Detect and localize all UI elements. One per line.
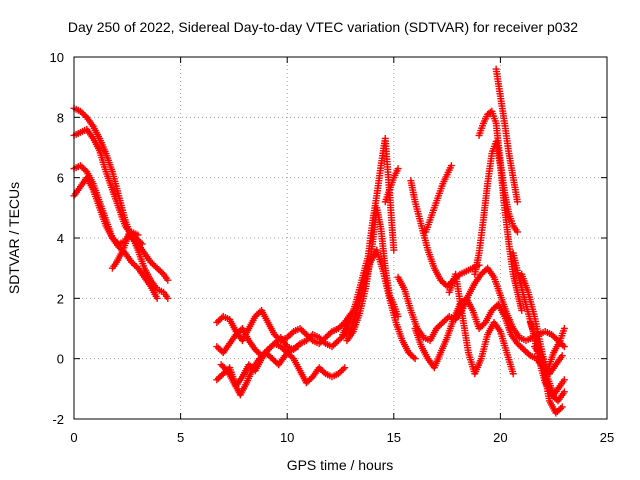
data-point — [447, 162, 455, 170]
series-track-d — [70, 174, 142, 248]
data-point — [560, 343, 568, 351]
data-marks — [70, 65, 568, 417]
data-point — [411, 355, 419, 363]
data-point — [390, 246, 398, 254]
data-point — [294, 343, 302, 351]
data-point — [164, 276, 172, 284]
grid-lines — [74, 57, 607, 419]
y-tick-label: 2 — [57, 291, 64, 306]
x-tick-label: 15 — [387, 430, 401, 445]
series-track-m — [381, 165, 402, 206]
data-point — [560, 388, 568, 396]
y-tick-label: 6 — [57, 171, 64, 186]
data-point — [558, 403, 566, 411]
x-tick-label: 20 — [493, 430, 507, 445]
series-track-b — [70, 125, 172, 302]
series-track-y — [531, 325, 568, 375]
y-tick-label: -2 — [52, 412, 64, 427]
data-point — [525, 350, 533, 358]
x-tick-label: 0 — [70, 430, 77, 445]
data-point — [394, 312, 402, 320]
data-point — [288, 329, 296, 337]
data-point — [560, 325, 568, 332]
series-track-o — [422, 162, 455, 236]
data-point — [557, 404, 565, 412]
data-point — [222, 365, 230, 373]
series-track-x — [526, 318, 566, 417]
data-point — [558, 352, 566, 360]
data-point — [320, 368, 328, 376]
x-tick-label: 25 — [600, 430, 614, 445]
data-point — [480, 320, 488, 328]
series-track-e — [108, 228, 146, 272]
data-point — [339, 365, 347, 373]
data-point — [513, 228, 521, 236]
data-point — [394, 165, 402, 173]
series-track-u — [492, 65, 521, 206]
y-tick-label: 0 — [57, 352, 64, 367]
series-track-n — [407, 177, 483, 290]
data-point — [326, 329, 334, 337]
data-point — [341, 364, 349, 372]
data-point — [560, 376, 568, 384]
series-track-i — [217, 343, 302, 399]
chart-title: Day 250 of 2022, Sidereal Day-to-day VTE… — [68, 19, 578, 35]
y-tick-label: 4 — [57, 231, 64, 246]
data-point — [513, 198, 521, 206]
data-point — [81, 166, 89, 174]
data-point — [518, 306, 526, 314]
y-tick-label: 10 — [50, 50, 64, 65]
data-point — [509, 370, 517, 378]
series-track-s — [475, 107, 521, 236]
data-point — [137, 239, 145, 247]
series-track-p — [394, 264, 568, 351]
data-point — [286, 347, 294, 355]
x-tick-label: 10 — [280, 430, 294, 445]
y-tick-label: 8 — [57, 110, 64, 125]
series-track-l — [347, 246, 419, 363]
x-tick-label: 5 — [177, 430, 184, 445]
y-axis-label: SDTVAR / TECUs — [6, 182, 22, 294]
x-axis-label: GPS time / hours — [287, 457, 394, 473]
data-point — [138, 240, 146, 248]
data-point — [288, 353, 296, 361]
series-track-r — [445, 270, 517, 378]
data-point — [320, 338, 328, 346]
data-point — [164, 294, 172, 302]
series-track-t — [471, 137, 526, 314]
data-point — [158, 269, 166, 277]
data-point — [153, 294, 161, 302]
plot-frame — [73, 56, 608, 420]
series-track-j — [339, 134, 398, 339]
data-point — [410, 353, 418, 361]
